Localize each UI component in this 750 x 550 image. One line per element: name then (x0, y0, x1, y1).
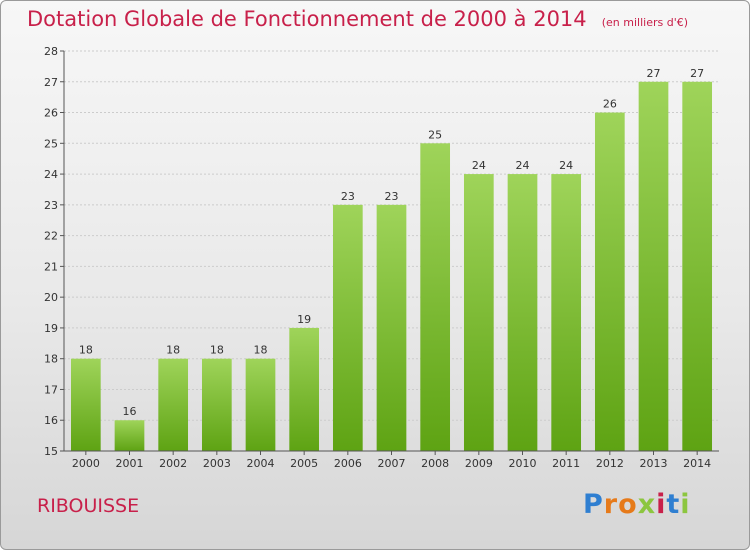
value-label-2012: 26 (603, 98, 617, 111)
bar-2012 (594, 112, 625, 452)
bar-2008 (420, 143, 451, 452)
x-tick-label-2014: 2014 (683, 457, 711, 470)
x-tick-label-2010: 2010 (509, 457, 537, 470)
logo-letter: r (603, 489, 619, 520)
logo-letter: x (637, 489, 657, 520)
bar-2003 (201, 358, 232, 451)
x-tick-label-2005: 2005 (290, 457, 318, 470)
y-tick-label: 27 (44, 76, 58, 89)
bar-2000 (70, 358, 101, 451)
x-tick-label-2007: 2007 (378, 457, 406, 470)
x-tick-label-2003: 2003 (203, 457, 231, 470)
x-tick-label-2008: 2008 (421, 457, 449, 470)
value-label-2007: 23 (385, 190, 399, 203)
bar-2014 (682, 81, 713, 452)
value-label-2008: 25 (428, 128, 442, 141)
value-label-2011: 24 (559, 159, 573, 172)
bar-2001 (114, 420, 145, 451)
value-label-2003: 18 (210, 344, 224, 357)
bar-2007 (376, 204, 407, 451)
value-label-2014: 27 (690, 67, 704, 80)
value-label-2006: 23 (341, 190, 355, 203)
x-tick-label-2000: 2000 (72, 457, 100, 470)
value-label-2001: 16 (123, 405, 137, 418)
logo-letter: i (680, 489, 691, 520)
chart-title-text: Dotation Globale de Fonctionnement de 20… (27, 7, 587, 31)
y-tick-label: 24 (44, 168, 58, 181)
bar-2004 (245, 358, 276, 451)
x-tick-label-2004: 2004 (247, 457, 275, 470)
y-tick-label: 21 (44, 260, 58, 273)
chart-title: Dotation Globale de Fonctionnement de 20… (27, 7, 688, 31)
y-tick-label: 20 (44, 291, 58, 304)
bar-2009 (463, 174, 494, 452)
commune-name: RIBOUISSE (37, 495, 140, 517)
value-label-2004: 18 (254, 344, 268, 357)
unit-note: (en milliers d'€) (601, 16, 689, 29)
x-tick-label-2002: 2002 (159, 457, 187, 470)
value-label-2005: 19 (297, 313, 311, 326)
x-tick-label-2012: 2012 (596, 457, 624, 470)
y-tick-label: 19 (44, 322, 58, 335)
value-label-2013: 27 (647, 67, 661, 80)
value-label-2009: 24 (472, 159, 486, 172)
axes: 15 16 17 18 19 20 21 22 23 24 25 26 27 28 2000 2001 2002… (44, 45, 719, 470)
y-tick-label: 28 (44, 45, 58, 58)
bar-2011 (551, 174, 582, 452)
x-tick-label-2001: 2001 (116, 457, 144, 470)
y-tick-label: 17 (44, 383, 58, 396)
bar-2006 (332, 204, 363, 451)
logo-letter: t (666, 489, 681, 520)
x-tick-label-2013: 2013 (640, 457, 668, 470)
x-tick-label-2011: 2011 (552, 457, 580, 470)
proxiti-logo: Proxiti (583, 489, 691, 520)
bar-2005 (289, 327, 320, 451)
y-tick-label: 18 (44, 353, 58, 366)
x-tick-label-2006: 2006 (334, 457, 362, 470)
y-tick-label: 22 (44, 230, 58, 243)
y-tick-label: 25 (44, 137, 58, 150)
logo-letter: i (656, 489, 667, 520)
value-label-2002: 18 (166, 344, 180, 357)
bar-2013 (638, 81, 669, 452)
y-tick-label: 23 (44, 199, 58, 212)
bars: 18 16 18 18 18 19 23 23 25 24 24 24 26 27 27 (70, 67, 713, 452)
bar-2002 (158, 358, 189, 451)
y-tick-label: 16 (44, 414, 58, 427)
value-label-2010: 24 (516, 159, 530, 172)
logo-letter: o (618, 489, 638, 520)
logo-letter: P (583, 489, 604, 520)
value-label-2000: 18 (79, 344, 93, 357)
x-tick-label-2009: 2009 (465, 457, 493, 470)
bar-2010 (507, 174, 538, 452)
y-tick-label: 26 (44, 107, 58, 120)
y-tick-label: 15 (44, 445, 58, 458)
